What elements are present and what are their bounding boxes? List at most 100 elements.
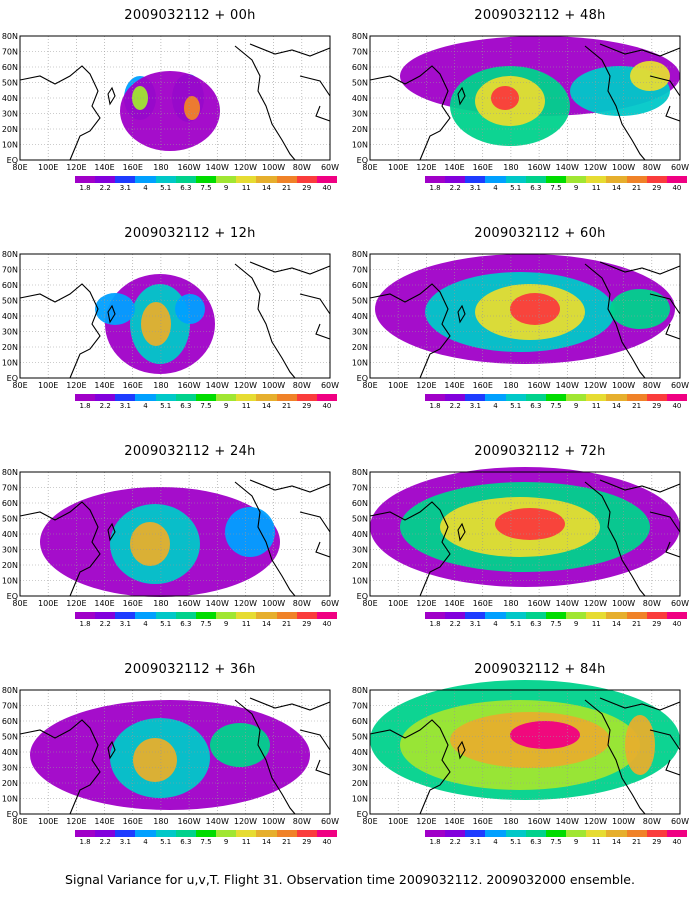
colorbar-swatch <box>525 394 546 401</box>
colorbar-label: 6.3 <box>180 184 192 192</box>
colorbar-label: 14 <box>611 402 621 410</box>
latitude-label: 30N <box>2 110 18 119</box>
latitude-label: 80N <box>352 468 368 477</box>
colorbar-label: 21 <box>632 184 642 192</box>
colorbar-swatch <box>316 830 338 837</box>
latitude-label: EQ <box>7 592 18 601</box>
colorbar-swatch <box>586 612 607 619</box>
colorbar-swatch <box>666 612 688 619</box>
latitude-label: 70N <box>352 48 368 57</box>
panel-title: 2009032112 + 00h <box>124 8 256 23</box>
longitude-label: 100W <box>612 163 635 172</box>
colorbar-label: 21 <box>282 184 292 192</box>
colorbar-swatch <box>545 394 567 401</box>
longitude-label: 160E <box>123 599 143 608</box>
colorbar-swatch <box>465 612 486 619</box>
colorbar-label: 4 <box>493 620 498 628</box>
colorbar-label: 2.2 <box>99 838 111 846</box>
colorbar-swatch <box>626 830 647 837</box>
colorbar-label: 9 <box>573 184 579 192</box>
colorbar-swatch <box>135 612 156 619</box>
colorbar-swatch <box>276 176 297 183</box>
colorbar-swatch <box>216 612 237 619</box>
longitude-label: 60W <box>321 817 339 826</box>
map-frame <box>369 689 681 815</box>
colorbar-label: 6.3 <box>180 620 192 628</box>
colorbar-swatch <box>606 394 627 401</box>
colorbar-swatch <box>505 612 526 619</box>
longitude-label: 80E <box>12 817 27 826</box>
colorbar-swatch <box>296 176 317 183</box>
colorbar-label: 21 <box>282 620 292 628</box>
latitude-label: 40N <box>2 748 18 757</box>
colorbar-swatch <box>626 394 647 401</box>
latitude-label: 50N <box>2 79 18 88</box>
colorbar-label: 9 <box>223 838 229 846</box>
latitude-label: 10N <box>352 141 368 150</box>
colorbar-swatch <box>115 612 136 619</box>
longitude-label: 160E <box>473 163 493 172</box>
colorbar-label: 3.1 <box>469 402 481 410</box>
longitude-label: 160E <box>473 817 493 826</box>
colorbar-swatch <box>135 830 156 837</box>
longitude-label: 100E <box>388 599 408 608</box>
map-frame <box>369 253 681 379</box>
longitude-label: 140E <box>94 599 114 608</box>
colorbar-label: 11 <box>591 184 601 192</box>
colorbar-swatch <box>646 612 667 619</box>
colorbar-label: 14 <box>261 184 271 192</box>
longitude-label: 100W <box>612 817 635 826</box>
longitude-label: 120W <box>584 599 607 608</box>
latitude-label: 60N <box>2 281 18 290</box>
colorbar-swatch <box>256 830 277 837</box>
longitude-label: 120E <box>66 163 86 172</box>
colorbar-label: 3.1 <box>119 184 131 192</box>
colorbar-swatch <box>216 394 237 401</box>
colorbar-swatch <box>115 394 136 401</box>
colorbar-swatch <box>586 830 607 837</box>
map-panel: 2009032112 + 00h 80N 70N 60N 50N 40N 30N 20N 10N… <box>2 0 360 220</box>
latitude-label: 10N <box>2 359 18 368</box>
latitude-label: 10N <box>2 795 18 804</box>
colorbar-swatch <box>276 394 297 401</box>
map-panel: 2009032112 + 48h 80N 70N 60N 50N 40N 30N 20N 10N… <box>352 0 700 220</box>
colorbar-label: 7.5 <box>550 402 562 410</box>
latitude-label: 30N <box>2 328 18 337</box>
longitude-label: 80E <box>12 599 27 608</box>
colorbar-swatch <box>525 612 546 619</box>
colorbar-label: 6.3 <box>530 620 542 628</box>
longitude-label: 60W <box>321 163 339 172</box>
colorbar-swatch <box>525 830 546 837</box>
colorbar-swatch <box>75 612 96 619</box>
longitude-label: 80E <box>12 163 27 172</box>
colorbar-swatch <box>646 176 667 183</box>
colorbar-label: 9 <box>573 402 579 410</box>
colorbar-swatch <box>95 612 116 619</box>
colorbar-label: 3.1 <box>469 184 481 192</box>
asia-coastline <box>369 283 451 379</box>
colorbar-label: 40 <box>322 838 332 846</box>
latitude-label: 70N <box>352 266 368 275</box>
colorbar-label: 5.1 <box>160 620 172 628</box>
latitude-label: 80N <box>352 250 368 259</box>
map-frame <box>19 689 331 815</box>
latitude-label: 30N <box>352 328 368 337</box>
longitude-label: 140W <box>556 163 579 172</box>
longitude-label: 160E <box>123 381 143 390</box>
colorbar-label: 1.8 <box>79 838 91 846</box>
colorbar-label: 2.2 <box>449 620 461 628</box>
colorbar-label: 7.5 <box>550 620 562 628</box>
latitude-label: 40N <box>2 94 18 103</box>
latitude-label: 50N <box>2 733 18 742</box>
colorbar-label: 9 <box>223 184 229 192</box>
north-america-coastline <box>584 479 681 597</box>
colorbar-swatch <box>195 830 217 837</box>
colorbar-label: 4 <box>143 620 148 628</box>
variance-contour <box>175 294 205 324</box>
colorbar-swatch <box>566 830 587 837</box>
latitude-label: 20N <box>352 125 368 134</box>
longitude-label: 180 <box>153 817 168 826</box>
colorbar-label: 40 <box>672 620 682 628</box>
colorbar: 1.8 2.2 3.1 4 5.1 6.3 7.5 9 11 14 21 29 40 <box>75 394 338 412</box>
